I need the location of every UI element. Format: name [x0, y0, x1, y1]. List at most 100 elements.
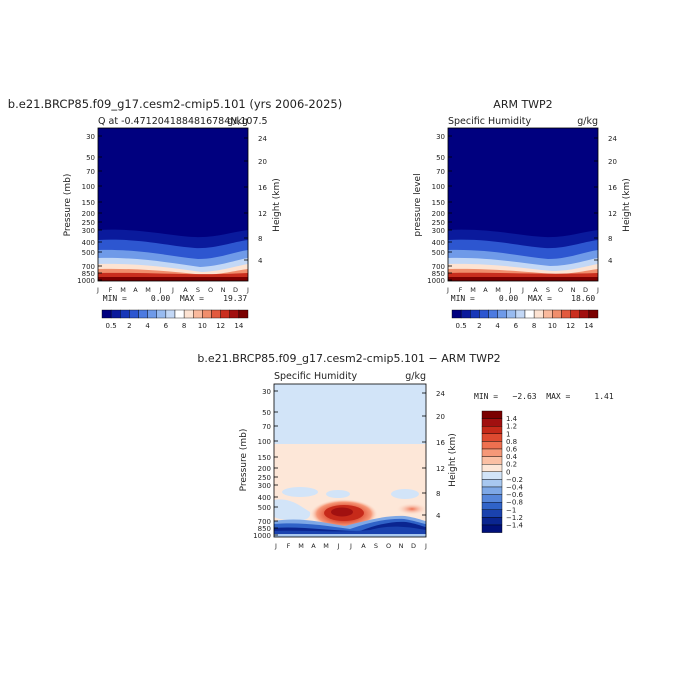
height-tick-label: 12 — [608, 210, 617, 218]
colorbar-label: 10 — [198, 322, 207, 330]
month-tick-label: A — [533, 286, 538, 294]
month-tick-label: J — [246, 286, 249, 294]
y-axis-label: pressure level — [413, 173, 423, 236]
pressure-tick-label: 700 — [258, 518, 271, 526]
colorbar-label: −0.4 — [506, 484, 524, 492]
panel-left-label: Specific Humidity — [448, 116, 531, 127]
height-tick-label: 20 — [258, 158, 267, 166]
height-tick-label: 24 — [258, 135, 267, 143]
pressure-tick-label: 400 — [432, 239, 445, 247]
height-tick-label: 12 — [258, 210, 267, 218]
pressure-tick-label: 500 — [258, 504, 271, 512]
month-tick-label: S — [196, 286, 200, 294]
pressure-tick-label: 300 — [258, 482, 271, 490]
pressure-tick-label: 200 — [432, 210, 445, 218]
pressure-axis: 30 50 70 100 150 200 250 300 400 500 700… — [427, 133, 452, 285]
pressure-tick-label: 400 — [82, 239, 95, 247]
month-axis: J F M A M J J A S O N D J — [446, 286, 599, 294]
colorbar-label: −0.2 — [506, 476, 523, 484]
panel-difference: b.e21.BRCP85.f09_g17.cesm2-cmip5.101 − A… — [197, 352, 613, 550]
month-tick-label: J — [171, 286, 174, 294]
height-tick-label: 12 — [436, 465, 445, 473]
pressure-tick-label: 70 — [262, 423, 271, 431]
pressure-tick-label: 200 — [82, 210, 95, 218]
colorbar-label: 14 — [234, 322, 243, 330]
min-max-stats: MIN = −2.63 MAX = 1.41 — [474, 392, 614, 401]
pressure-tick-label: 30 — [436, 133, 445, 141]
pressure-tick-label: 150 — [258, 454, 271, 462]
colorbar-label: 12 — [566, 322, 575, 330]
min-max-stats: MIN = 0.00 MAX = 18.60 — [451, 294, 596, 303]
pressure-tick-label: 700 — [82, 263, 95, 271]
month-tick-label: M — [298, 542, 304, 550]
month-tick-label: A — [311, 542, 316, 550]
pressure-tick-label: 1000 — [253, 532, 271, 540]
month-tick-label: F — [459, 286, 463, 294]
month-tick-label: A — [183, 286, 188, 294]
pressure-tick-label: 1000 — [427, 277, 445, 285]
pressure-axis: 30 50 70 100 150 200 250 300 400 500 700… — [253, 388, 278, 540]
colorbar-label: 12 — [216, 322, 225, 330]
height-axis: 24 20 16 12 8 4 — [422, 390, 445, 520]
colorbar-label: −0.6 — [506, 491, 524, 499]
height-axis: 24 20 16 12 8 4 — [594, 135, 617, 265]
pressure-tick-label: 50 — [436, 154, 445, 162]
pressure-tick-label: 150 — [432, 199, 445, 207]
month-tick-label: F — [109, 286, 113, 294]
month-tick-label: D — [233, 286, 238, 294]
pressure-tick-label: 700 — [432, 263, 445, 271]
height-tick-label: 24 — [608, 135, 617, 143]
height-tick-label: 16 — [258, 184, 267, 192]
month-axis: J F M A M J J A S O N D J — [274, 542, 427, 550]
month-tick-label: M — [120, 286, 126, 294]
height-tick-label: 16 — [436, 439, 445, 447]
pressure-tick-label: 850 — [82, 270, 95, 278]
colorbar-label: 4 — [495, 322, 500, 330]
colorbar-label: 1.2 — [506, 423, 517, 431]
panel-title: b.e21.BRCP85.f09_g17.cesm2-cmip5.101 (yr… — [8, 97, 342, 111]
contour-field — [98, 128, 248, 281]
colorbar-label: 4 — [145, 322, 150, 330]
month-tick-label: J — [274, 542, 277, 550]
colorbar-label: −1.2 — [506, 514, 523, 522]
month-tick-label: J — [424, 542, 427, 550]
colorbar-label: 1.4 — [506, 415, 518, 423]
month-tick-label: M — [470, 286, 476, 294]
colorbar-label: 0.4 — [506, 453, 518, 461]
height-tick-label: 24 — [436, 390, 445, 398]
colorbar-label: 0.6 — [506, 446, 518, 454]
colorbar-label: 0.5 — [106, 322, 117, 330]
month-tick-label: J — [159, 286, 162, 294]
pressure-tick-label: 500 — [432, 249, 445, 257]
pressure-tick-label: 850 — [258, 525, 271, 533]
pressure-tick-label: 100 — [432, 183, 445, 191]
month-tick-label: M — [145, 286, 151, 294]
month-tick-label: M — [323, 542, 329, 550]
colorbar-label: 14 — [584, 322, 593, 330]
pressure-tick-label: 400 — [258, 494, 271, 502]
pressure-tick-label: 70 — [86, 168, 95, 176]
colorbar-label: 6 — [164, 322, 169, 330]
height-tick-label: 20 — [436, 413, 445, 421]
panel-units: g/kg — [227, 116, 248, 127]
pressure-tick-label: 500 — [82, 249, 95, 257]
height-tick-label: 16 — [608, 184, 617, 192]
month-tick-label: S — [374, 542, 378, 550]
height-tick-label: 4 — [258, 257, 263, 265]
panel-units: g/kg — [577, 116, 598, 127]
pressure-tick-label: 300 — [432, 227, 445, 235]
pressure-tick-label: 850 — [432, 270, 445, 278]
y-axis-label: Pressure (mb) — [63, 174, 73, 237]
pressure-tick-label: 100 — [82, 183, 95, 191]
colorbar-label: 2 — [127, 322, 131, 330]
month-tick-label: D — [411, 542, 416, 550]
month-tick-label: A — [483, 286, 488, 294]
height-tick-label: 8 — [608, 235, 612, 243]
month-tick-label: J — [521, 286, 524, 294]
month-tick-label: O — [208, 286, 213, 294]
month-tick-label: F — [287, 542, 291, 550]
panel-units: g/kg — [405, 371, 426, 382]
colorbar-label: 0.2 — [506, 461, 517, 469]
panel-observation: ARM TWP2 Specific Humidity g/kg — [413, 98, 632, 330]
